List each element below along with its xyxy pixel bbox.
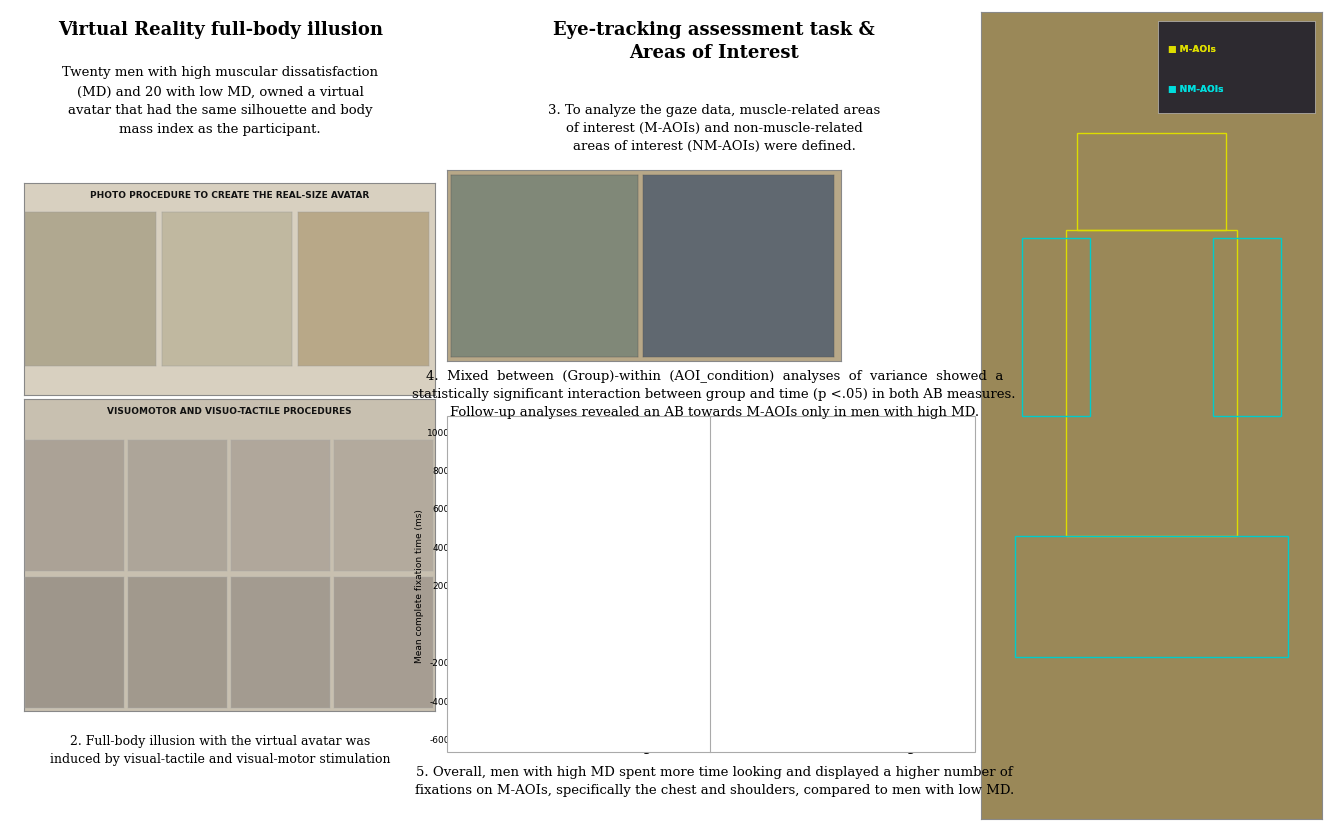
Text: 2. Full-body illusion with the virtual avatar was
induced by visual-tactile and : 2. Full-body illusion with the virtual a… <box>49 735 391 766</box>
Text: 3. To analyze the gaze data, muscle-related areas
of interest (M-AOIs) and non-m: 3. To analyze the gaze data, muscle-rela… <box>549 104 880 153</box>
Title: Complete fixation time (M-AOIs - NM-AOIs): Complete fixation time (M-AOIs - NM-AOIs… <box>477 419 685 429</box>
Bar <box>736 624 804 663</box>
Text: Twenty men with high muscular dissatisfaction
(MD) and 20 with low MD, owned a v: Twenty men with high muscular dissatisfa… <box>63 66 378 136</box>
Text: ■ M-AOIs: ■ M-AOIs <box>1168 45 1216 54</box>
Text: PHOTO PROCEDURE TO CREATE THE REAL-SIZE AVATAR: PHOTO PROCEDURE TO CREATE THE REAL-SIZE … <box>89 191 370 200</box>
Bar <box>622 514 690 624</box>
Text: 5. Overall, men with high MD spent more time looking and displayed a higher numb: 5. Overall, men with high MD spent more … <box>415 766 1013 797</box>
Bar <box>471 624 539 663</box>
Bar <box>1076 134 1227 230</box>
FancyBboxPatch shape <box>1159 21 1315 113</box>
Bar <box>886 532 955 624</box>
Bar <box>1067 230 1236 537</box>
Text: VISUOMOTOR AND VISUO-TACTILE PROCEDURES: VISUOMOTOR AND VISUO-TACTILE PROCEDURES <box>107 406 352 416</box>
Text: ■ NM-AOIs: ■ NM-AOIs <box>1168 85 1224 94</box>
Bar <box>1016 537 1288 657</box>
Text: 4.  Mixed  between  (Group)-within  (AOI_condition)  analyses  of  variance  sho: 4. Mixed between (Group)-within (AOI_con… <box>413 370 1016 419</box>
Text: ■ NM-AOIs: ■ NM-AOIs <box>1168 85 1224 94</box>
Text: Eye-tracking assessment task &
Areas of Interest: Eye-tracking assessment task & Areas of … <box>553 21 876 61</box>
Text: Virtual Reality full-body illusion: Virtual Reality full-body illusion <box>57 21 383 39</box>
Y-axis label: Mean complete fixation time (ms): Mean complete fixation time (ms) <box>415 509 425 663</box>
Bar <box>1212 238 1280 416</box>
Bar <box>1023 238 1091 416</box>
Title: Complete fixation time (M-AOIs - NM-AOIs): Complete fixation time (M-AOIs - NM-AOIs… <box>741 419 949 429</box>
Y-axis label: Mean complete fixation time (ms): Mean complete fixation time (ms) <box>680 509 689 663</box>
Text: ■ M-AOIs: ■ M-AOIs <box>1168 45 1216 54</box>
